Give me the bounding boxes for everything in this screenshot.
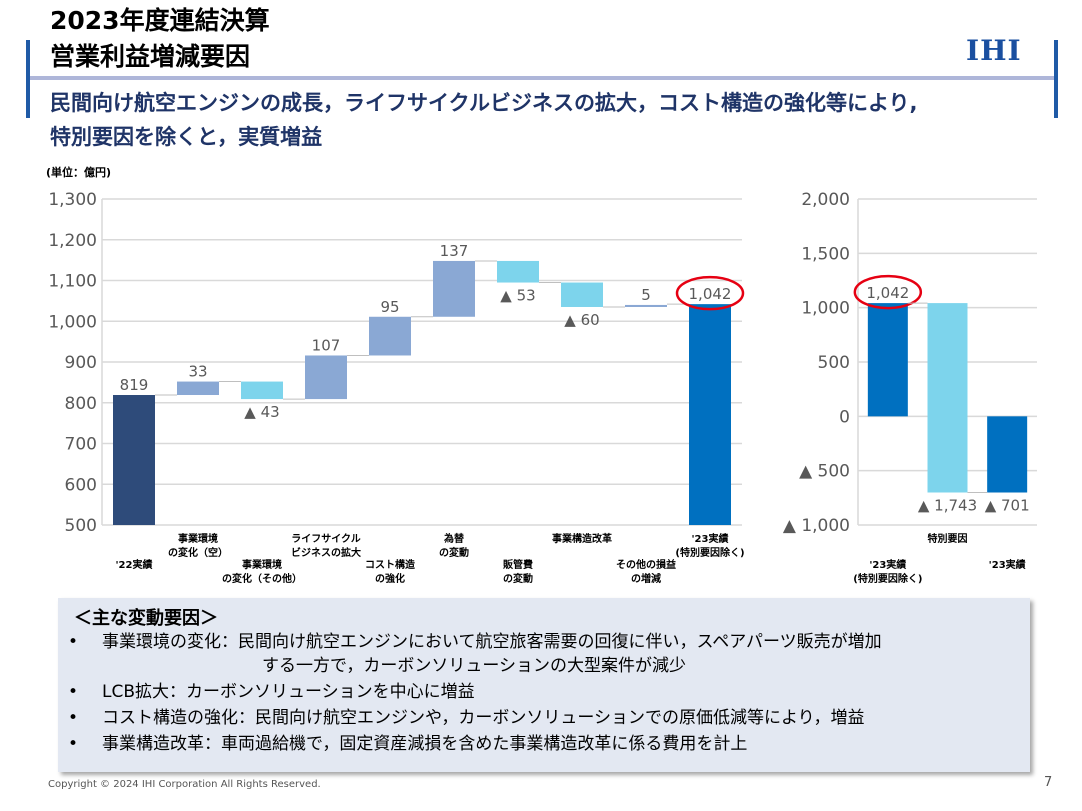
category-label: '22実績	[116, 558, 153, 571]
data-label: ▲ 53	[500, 287, 535, 305]
data-label: 95	[380, 298, 399, 316]
bar	[987, 416, 1028, 493]
y-tick-label: ▲ 500	[799, 462, 850, 482]
data-label: ▲ 1,743	[918, 497, 977, 515]
data-label: 5	[641, 286, 651, 304]
y-tick-label: 800	[65, 394, 97, 414]
bar	[369, 316, 411, 356]
category-label: 販管費	[503, 558, 533, 571]
accent-bar-right	[1054, 40, 1058, 118]
y-tick-label: 1,300	[48, 190, 97, 210]
data-label: 137	[440, 242, 469, 260]
y-tick-label: 1,000	[801, 299, 850, 319]
y-tick-label: 2,000	[801, 190, 850, 210]
category-label: の強化	[375, 572, 405, 585]
category-label: 為替	[443, 532, 465, 545]
y-tick-label: 900	[65, 353, 97, 373]
factor-item-cont: する一方で，カーボンソリューションの大型案件が減少	[262, 656, 686, 676]
highlight-circle	[675, 275, 745, 311]
data-label: 1,042	[866, 284, 909, 302]
factor-item: • コスト構造の強化：民間向け航空エンジンや，カーボンソリューションでの原価低減等…	[68, 708, 865, 728]
unit-label: (単位：億円)	[46, 166, 112, 179]
y-tick-label: 500	[65, 516, 97, 536]
data-label: 819	[120, 376, 149, 394]
main-factors-box: ＜主な変動要因＞ • 事業環境の変化：民間向け航空エンジンにおいて航空旅客需要の回…	[58, 598, 1030, 772]
category-label: 特別要因	[928, 532, 968, 545]
bar	[305, 355, 347, 400]
bar	[113, 395, 155, 525]
bar	[177, 381, 219, 396]
category-label: ライフサイクル	[291, 533, 361, 545]
waterfall-charts: 500 600 700 800 900 1,000 1,100 1,200 1,300 819 '2…	[48, 190, 1037, 585]
category-label: の変動	[439, 546, 469, 559]
bar	[561, 282, 603, 307]
ihi-logo: IHI	[966, 34, 1022, 67]
data-label: ▲ 701	[985, 497, 1030, 515]
bar	[689, 304, 731, 525]
bar	[241, 381, 283, 400]
bar	[867, 303, 908, 417]
y-tick-label: 0	[839, 407, 850, 427]
category-label: その他の損益	[616, 558, 676, 571]
category-label: 事業環境	[178, 532, 218, 545]
page-subtitle-heading: 営業利益増減要因	[50, 42, 251, 71]
category-label: コスト構造	[365, 558, 416, 571]
category-label: 事業環境	[242, 558, 282, 571]
data-label: ▲ 60	[564, 311, 599, 329]
y-tick-label: 1,000	[48, 312, 97, 332]
category-label: (特別要因除く)	[853, 572, 922, 585]
category-label: (特別要因除く)	[675, 546, 744, 559]
factor-item: • LCB拡大：カーボンソリューションを中心に増益	[68, 682, 475, 702]
bar	[433, 260, 475, 317]
y-tick-label: 1,500	[801, 244, 850, 264]
category-label: '23実績	[692, 532, 729, 545]
headline-line2: 特別要因を除くと，実質増益	[50, 125, 323, 149]
category-label: '23実績	[869, 558, 906, 571]
data-label: 1,042	[689, 285, 732, 303]
category-label: の増減	[631, 572, 661, 585]
factor-item: • 事業環境の変化：民間向け航空エンジンにおいて航空旅客需要の回復に伴い，スペアパ…	[68, 632, 882, 652]
data-label: ▲ 43	[244, 403, 279, 421]
page-number: 7	[1044, 775, 1053, 790]
category-label: の変動	[503, 572, 533, 585]
y-tick-label: 700	[65, 435, 97, 455]
category-label: ビジネスの拡大	[291, 546, 361, 559]
y-tick-label: 1,100	[48, 272, 97, 292]
y-tick-label: 500	[818, 353, 850, 373]
copyright: Copyright © 2024 IHI Corporation All Rig…	[48, 779, 321, 790]
bar	[497, 260, 539, 283]
y-tick-label: 1,200	[48, 231, 97, 251]
page-title: 2023年度連結決算	[50, 6, 270, 35]
category-label: の変化（その他）	[222, 572, 302, 585]
bar	[927, 303, 968, 493]
factor-item: • 事業構造改革：車両過給機で，固定資産減損を含めた事業構造改革に係る費用を計上	[68, 734, 748, 754]
bar	[625, 304, 667, 307]
factors-title: ＜主な変動要因＞	[74, 608, 218, 629]
header-divider	[30, 76, 1054, 80]
data-label: 107	[312, 336, 341, 354]
headline-line1: 民間向け航空エンジンの成長，ライフサイクルビジネスの拡大，コスト構造の強化等によ…	[50, 91, 918, 115]
data-label: 33	[188, 363, 207, 381]
highlight-circle	[853, 274, 923, 310]
category-label: 事業構造改革	[552, 532, 612, 545]
category-label: の変化（空）	[168, 546, 228, 559]
category-label: '23実績	[989, 558, 1026, 571]
y-tick-label: 600	[65, 475, 97, 495]
accent-bar-left	[26, 40, 30, 118]
y-tick-label: ▲ 1,000	[783, 516, 850, 536]
